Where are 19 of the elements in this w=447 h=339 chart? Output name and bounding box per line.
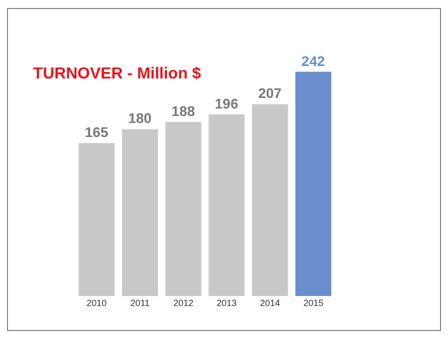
data-label: 242 (302, 52, 326, 69)
bar (208, 114, 245, 296)
x-tick-label: 2012 (173, 298, 194, 308)
bar (122, 129, 158, 296)
x-tick-label: 2010 (86, 298, 107, 308)
bar (295, 72, 332, 296)
bar (252, 104, 288, 296)
data-label: 196 (214, 95, 238, 112)
bar (78, 143, 115, 296)
data-label: 188 (172, 102, 196, 119)
x-tick-label: 2014 (260, 298, 280, 308)
chart-title: TURNOVER - Million $ (33, 65, 202, 82)
x-tick-label: 2015 (303, 298, 324, 308)
data-label: 165 (84, 124, 108, 140)
bar (165, 122, 202, 296)
x-tick-label: 2011 (130, 298, 150, 308)
data-label: 180 (128, 110, 152, 126)
data-label: 207 (258, 85, 282, 102)
x-tick-label: 2013 (216, 298, 237, 308)
